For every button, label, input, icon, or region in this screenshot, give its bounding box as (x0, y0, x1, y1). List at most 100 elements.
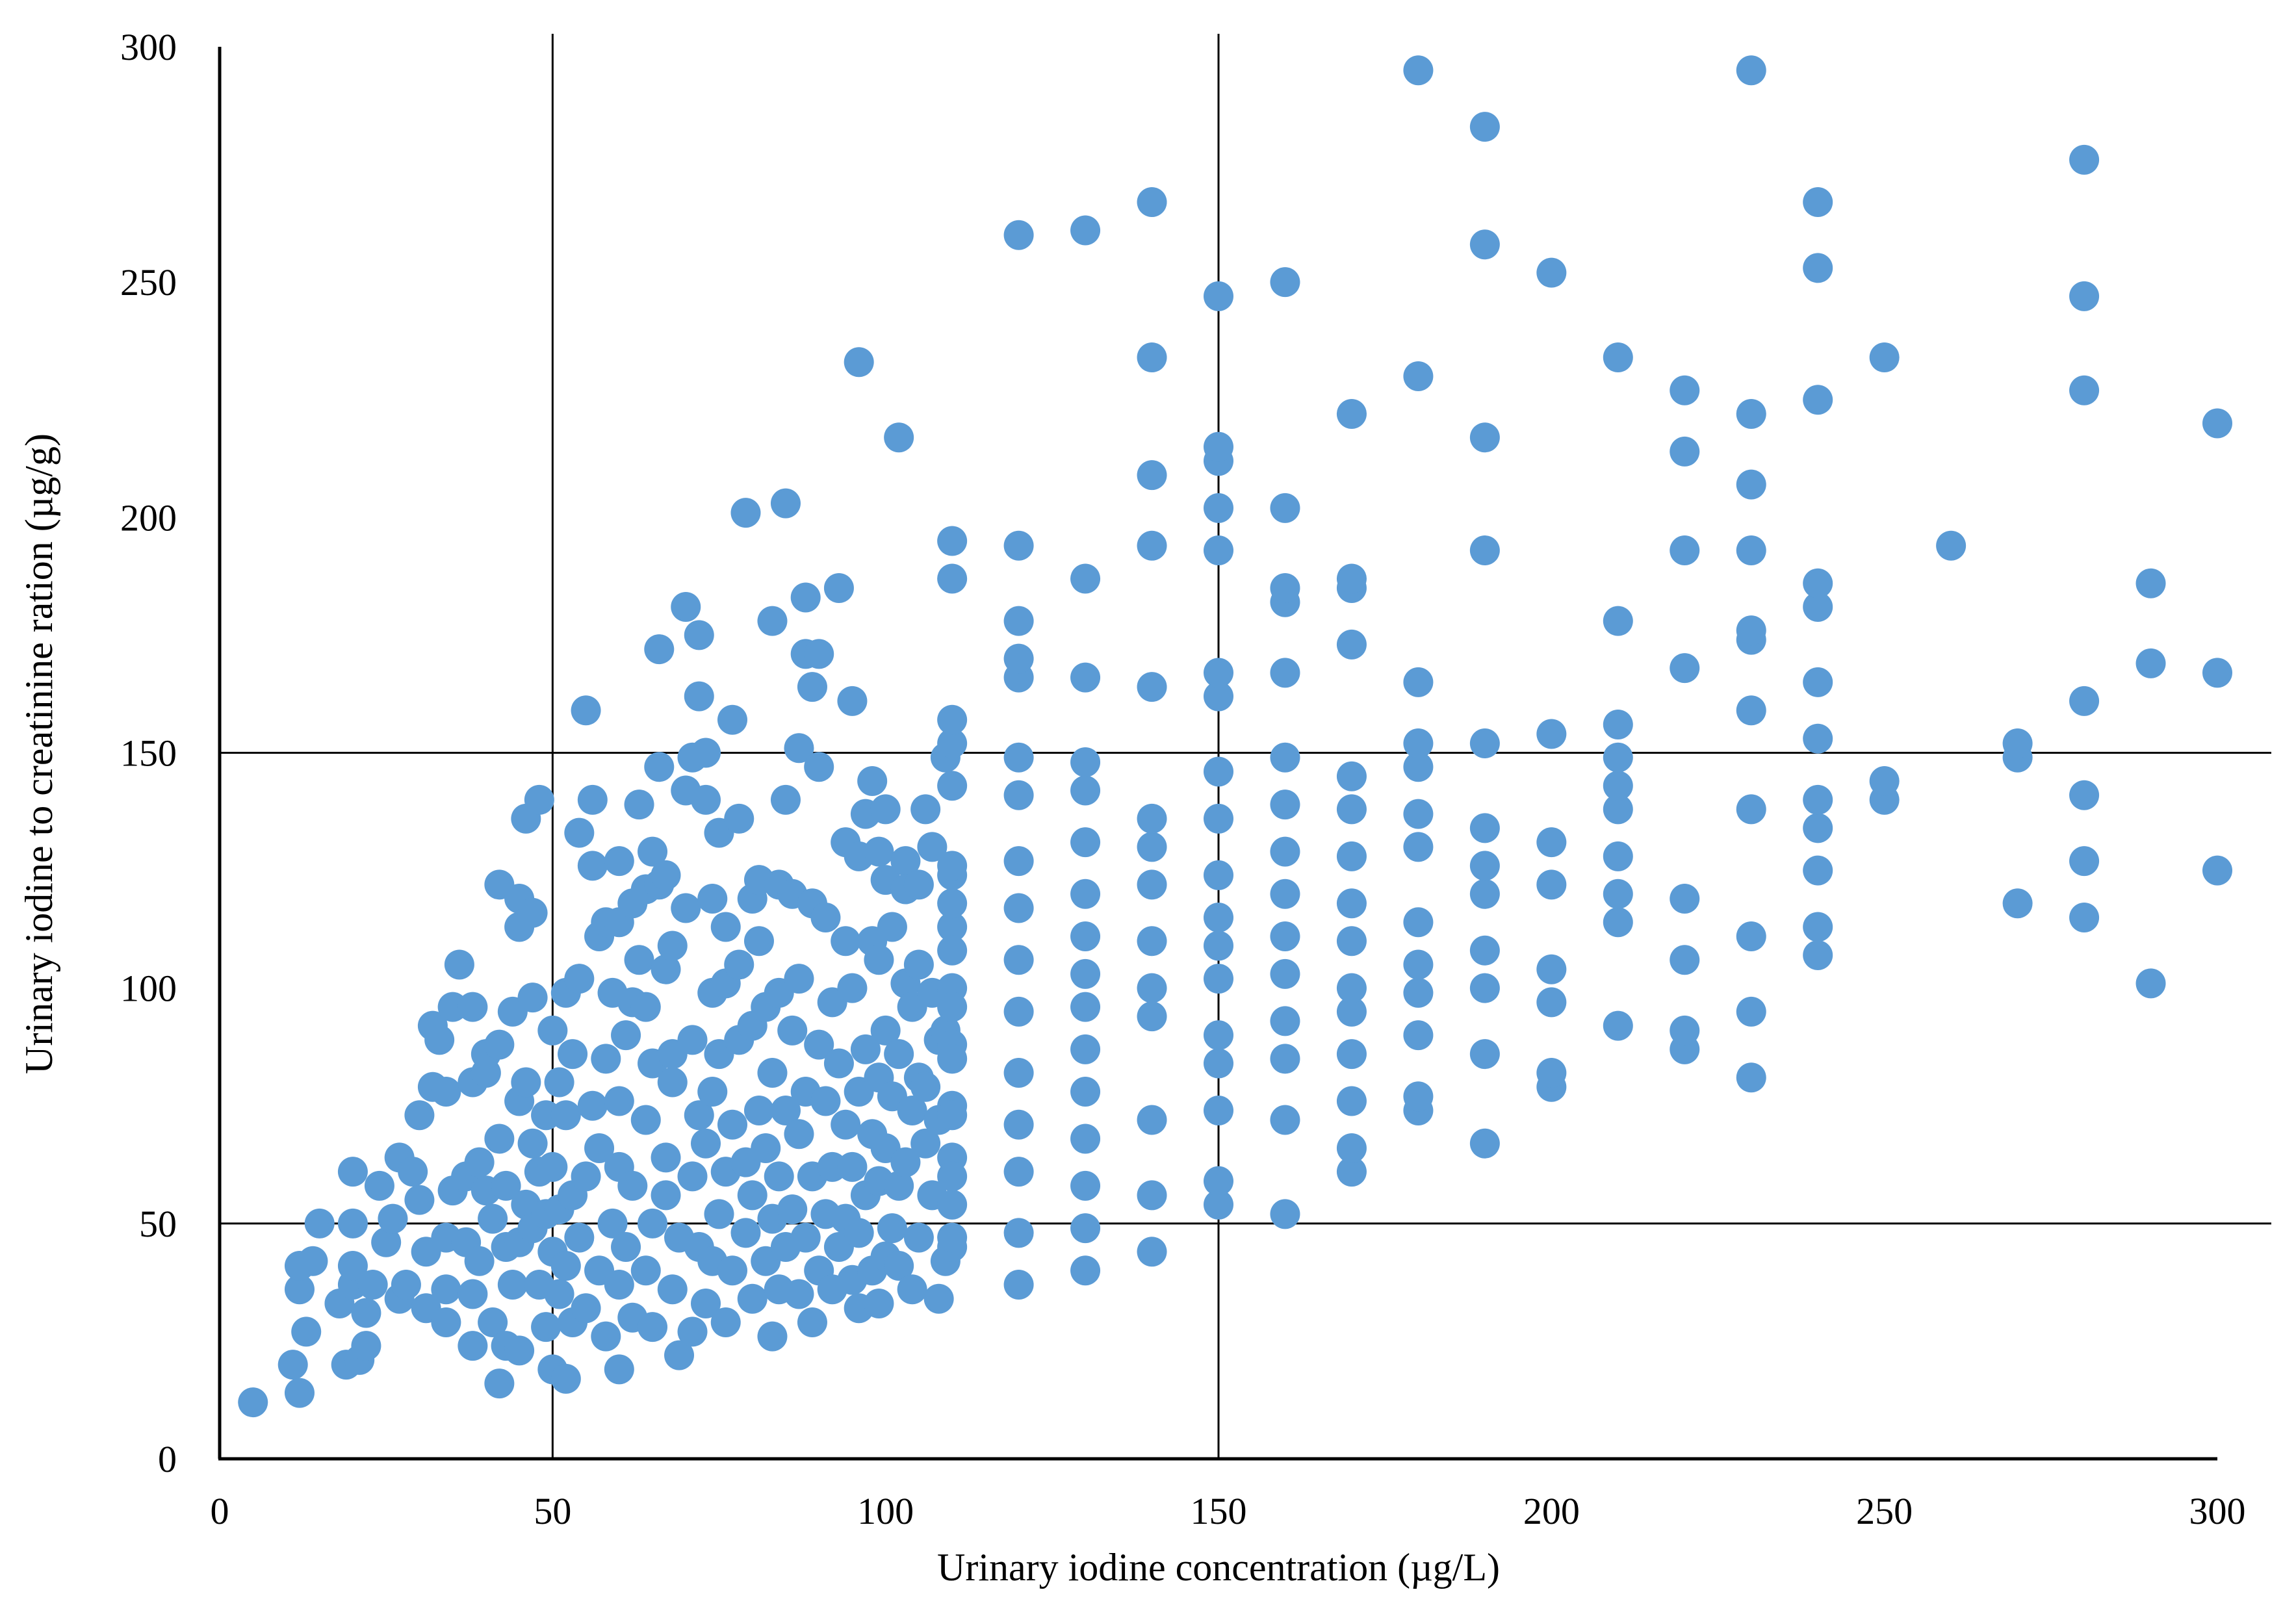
data-point (458, 992, 488, 1022)
data-point (823, 1048, 854, 1079)
data-point (1603, 606, 1633, 636)
data-point (884, 1039, 914, 1070)
data-point (337, 1208, 368, 1239)
data-point (657, 1274, 688, 1305)
data-point (1803, 385, 1833, 415)
data-point (371, 1227, 402, 1257)
data-point (564, 1222, 595, 1253)
data-point (2002, 728, 2033, 759)
data-point (1137, 1001, 1167, 1032)
data-point (1137, 1105, 1167, 1135)
data-point (584, 1133, 615, 1163)
data-point (464, 1147, 495, 1177)
data-point (504, 1335, 535, 1366)
data-point (1469, 973, 1500, 1003)
data-points (238, 55, 2232, 1418)
data-point (357, 1269, 388, 1300)
data-point (884, 422, 914, 453)
data-point (684, 681, 714, 712)
data-point (770, 1095, 801, 1125)
data-point (1803, 667, 1833, 697)
data-point (884, 1251, 914, 1281)
data-point (910, 1072, 941, 1102)
data-point (550, 1251, 581, 1281)
data-point (850, 1034, 881, 1064)
y-tick-labels: 0 50 100 150 200 250 300 (120, 26, 177, 1480)
data-point (2069, 375, 2100, 405)
data-point (651, 1180, 681, 1211)
data-point (431, 1077, 461, 1107)
data-point (564, 817, 595, 848)
data-point (784, 1279, 814, 1309)
data-point (1403, 949, 1434, 980)
data-point (1204, 756, 1233, 787)
data-point (644, 752, 675, 782)
data-point (1204, 535, 1233, 566)
data-point (1603, 742, 1633, 773)
data-point (1336, 794, 1367, 825)
data-point (1270, 1105, 1300, 1135)
data-point (1070, 958, 1101, 989)
data-point (564, 964, 595, 994)
data-point (657, 1067, 688, 1098)
data-point (1469, 851, 1500, 881)
data-point (704, 1199, 734, 1229)
data-point (790, 582, 821, 613)
data-point (730, 498, 761, 528)
data-point (903, 869, 934, 900)
y-tick-label: 100 (120, 968, 177, 1010)
data-point (1137, 973, 1167, 1003)
data-point (2135, 568, 2166, 598)
data-point (1803, 813, 1833, 843)
data-point (743, 926, 774, 957)
data-point (937, 851, 968, 881)
data-point (604, 846, 634, 877)
data-point (1403, 799, 1434, 829)
data-point (571, 695, 601, 726)
data-point (1003, 1058, 1034, 1088)
data-point (937, 1044, 968, 1074)
data-point (484, 1368, 515, 1399)
data-point (1603, 907, 1633, 938)
data-point (651, 860, 681, 890)
data-point (1204, 493, 1233, 523)
data-point (1536, 869, 1567, 900)
data-point (717, 1109, 747, 1140)
data-point (277, 1350, 308, 1380)
data-point (937, 704, 968, 735)
data-point (577, 784, 608, 815)
data-point (1469, 229, 1500, 260)
data-point (431, 1307, 461, 1337)
data-point (1204, 1048, 1233, 1079)
data-point (604, 1354, 634, 1385)
data-point (591, 1321, 621, 1352)
data-point (1736, 921, 1766, 951)
data-point (398, 1157, 428, 1187)
data-point (431, 1274, 461, 1305)
data-point (458, 1331, 488, 1361)
data-point (743, 1095, 774, 1125)
data-point (337, 1251, 368, 1281)
data-point (691, 1288, 721, 1318)
data-point (1003, 1109, 1034, 1140)
data-point (571, 1161, 601, 1192)
data-point (1270, 1044, 1300, 1074)
data-point (444, 949, 474, 980)
data-point (544, 1067, 574, 1098)
data-point (784, 733, 814, 764)
data-point (1736, 1062, 1766, 1093)
data-point (910, 794, 941, 825)
data-point (1204, 1166, 1233, 1196)
data-point (1137, 187, 1167, 218)
data-point (1670, 436, 1700, 467)
data-point (1336, 1086, 1367, 1116)
data-point (684, 1100, 714, 1131)
data-point (1003, 945, 1034, 975)
data-point (458, 1279, 488, 1309)
data-point (677, 1316, 708, 1347)
data-point (2069, 780, 2100, 810)
data-point (1003, 893, 1034, 923)
data-point (1270, 790, 1300, 820)
data-point (691, 1128, 721, 1159)
